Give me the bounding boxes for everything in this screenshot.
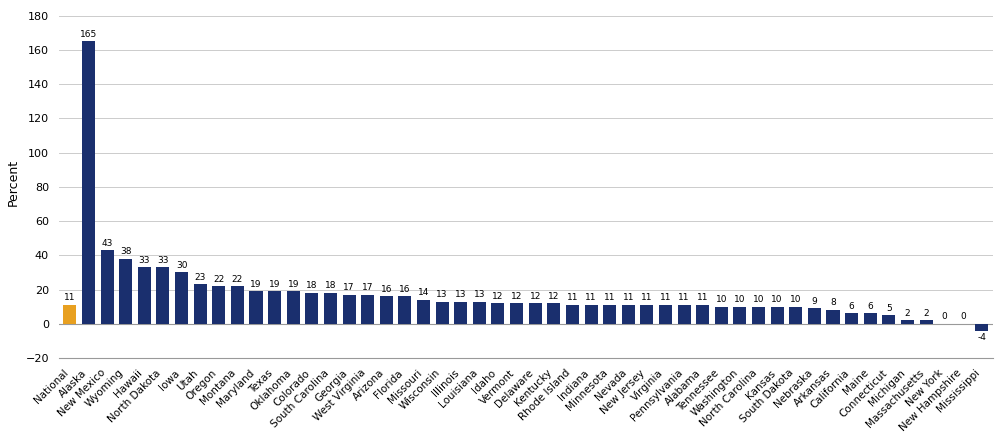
- Bar: [585, 305, 598, 324]
- Text: 2: 2: [905, 309, 910, 318]
- Bar: [696, 305, 709, 324]
- Bar: [194, 284, 207, 324]
- Bar: [175, 272, 188, 324]
- Text: 8: 8: [830, 298, 836, 308]
- Text: 11: 11: [678, 293, 690, 302]
- Text: 17: 17: [343, 283, 355, 292]
- Text: 12: 12: [492, 292, 504, 301]
- Bar: [826, 310, 840, 324]
- Text: 10: 10: [771, 295, 783, 304]
- Bar: [138, 267, 151, 324]
- Text: 11: 11: [604, 293, 615, 302]
- Text: 17: 17: [362, 283, 373, 292]
- Bar: [231, 286, 244, 324]
- Bar: [603, 305, 616, 324]
- Bar: [882, 315, 895, 324]
- Text: 10: 10: [734, 295, 746, 304]
- Bar: [101, 250, 114, 324]
- Text: 19: 19: [287, 280, 299, 289]
- Bar: [156, 267, 169, 324]
- Bar: [82, 41, 95, 324]
- Bar: [975, 324, 988, 330]
- Text: 38: 38: [120, 247, 131, 256]
- Y-axis label: Percent: Percent: [7, 159, 20, 206]
- Bar: [119, 259, 132, 324]
- Text: 30: 30: [176, 261, 187, 270]
- Bar: [324, 293, 337, 324]
- Text: 33: 33: [139, 256, 150, 265]
- Text: 2: 2: [923, 309, 929, 318]
- Bar: [640, 305, 653, 324]
- Bar: [287, 291, 300, 324]
- Text: 12: 12: [511, 292, 522, 301]
- Bar: [733, 307, 746, 324]
- Bar: [920, 320, 933, 324]
- Text: 22: 22: [232, 275, 243, 283]
- Bar: [361, 295, 374, 324]
- Text: 13: 13: [436, 290, 448, 299]
- Text: -4: -4: [977, 333, 986, 342]
- Bar: [268, 291, 281, 324]
- Text: 18: 18: [306, 281, 318, 290]
- Bar: [901, 320, 914, 324]
- Bar: [864, 313, 877, 324]
- Bar: [510, 303, 523, 324]
- Bar: [622, 305, 635, 324]
- Bar: [491, 303, 504, 324]
- Bar: [343, 295, 356, 324]
- Text: 33: 33: [157, 256, 169, 265]
- Text: 11: 11: [567, 293, 578, 302]
- Bar: [566, 305, 579, 324]
- Bar: [417, 300, 430, 324]
- Text: 11: 11: [697, 293, 708, 302]
- Text: 23: 23: [194, 273, 206, 282]
- Text: 16: 16: [399, 285, 411, 294]
- Text: 12: 12: [548, 292, 559, 301]
- Text: 19: 19: [269, 280, 280, 289]
- Bar: [305, 293, 318, 324]
- Text: 6: 6: [849, 302, 854, 311]
- Bar: [398, 297, 411, 324]
- Text: 11: 11: [585, 293, 597, 302]
- Bar: [678, 305, 691, 324]
- Text: 6: 6: [867, 302, 873, 311]
- Text: 14: 14: [418, 288, 429, 297]
- Text: 22: 22: [213, 275, 224, 283]
- Text: 13: 13: [474, 290, 485, 299]
- Text: 12: 12: [530, 292, 541, 301]
- Bar: [436, 301, 449, 324]
- Text: 16: 16: [381, 285, 392, 294]
- Bar: [529, 303, 542, 324]
- Text: 11: 11: [641, 293, 653, 302]
- Text: 11: 11: [64, 293, 76, 302]
- Text: 5: 5: [886, 304, 892, 313]
- Text: 11: 11: [623, 293, 634, 302]
- Text: 11: 11: [660, 293, 671, 302]
- Bar: [547, 303, 560, 324]
- Bar: [771, 307, 784, 324]
- Bar: [752, 307, 765, 324]
- Bar: [212, 286, 225, 324]
- Text: 18: 18: [325, 281, 336, 290]
- Text: 10: 10: [753, 295, 764, 304]
- Text: 9: 9: [812, 297, 817, 306]
- Text: 10: 10: [790, 295, 802, 304]
- Text: 43: 43: [101, 238, 113, 248]
- Text: 10: 10: [716, 295, 727, 304]
- Bar: [845, 313, 858, 324]
- Bar: [659, 305, 672, 324]
- Text: 13: 13: [455, 290, 466, 299]
- Text: 165: 165: [80, 29, 97, 39]
- Bar: [473, 301, 486, 324]
- Text: 19: 19: [250, 280, 262, 289]
- Bar: [249, 291, 263, 324]
- Bar: [808, 308, 821, 324]
- Text: 0: 0: [942, 312, 948, 321]
- Bar: [380, 297, 393, 324]
- Bar: [454, 301, 467, 324]
- Bar: [63, 305, 76, 324]
- Bar: [789, 307, 802, 324]
- Bar: [715, 307, 728, 324]
- Text: 0: 0: [960, 312, 966, 321]
